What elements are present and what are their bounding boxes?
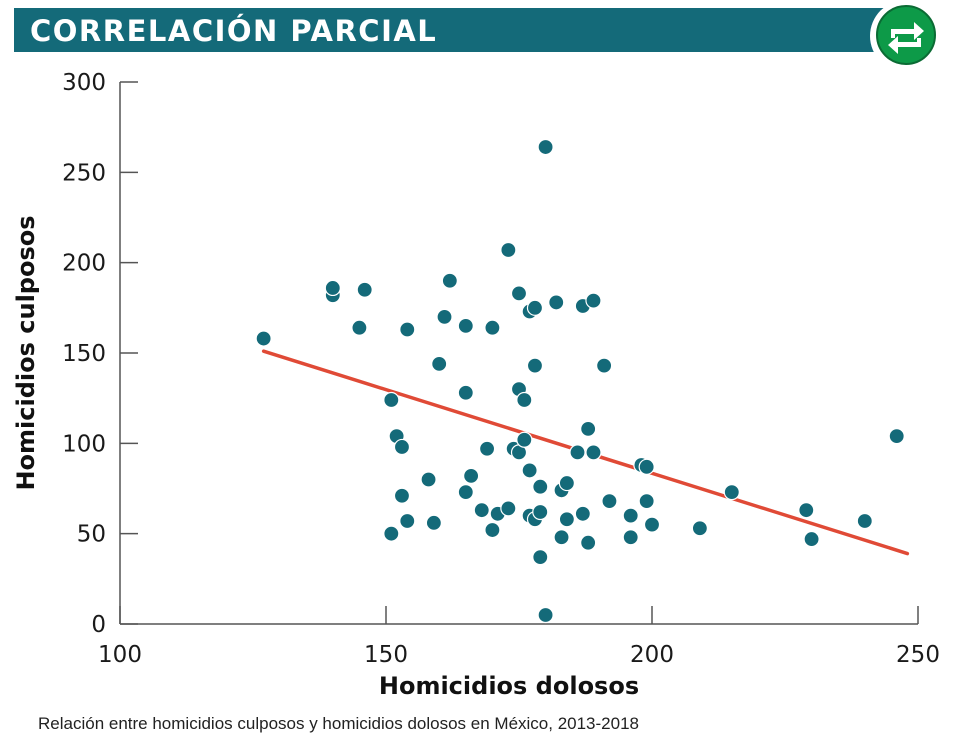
data-point (255, 330, 272, 347)
data-point (622, 507, 639, 524)
chart-caption: Relación entre homicidios culposos y hom… (38, 714, 639, 733)
data-point (585, 444, 602, 461)
data-point (383, 391, 400, 409)
data-point (436, 308, 453, 325)
data-point (484, 521, 501, 539)
data-point (526, 357, 544, 374)
data-point (580, 420, 597, 437)
header-bar: CORRELACIÓN PARCIAL (14, 8, 904, 52)
data-point (516, 431, 533, 448)
data-point (585, 292, 602, 309)
y-tick-label: 200 (62, 251, 106, 277)
data-point (351, 319, 368, 336)
data-point (537, 138, 554, 156)
data-point (510, 285, 528, 302)
y-tick-label: 50 (77, 522, 106, 548)
data-point (356, 281, 373, 298)
data-point (888, 428, 905, 445)
x-tick-label: 150 (364, 642, 408, 668)
data-point (856, 512, 873, 530)
data-point (425, 514, 442, 531)
y-tick-label: 250 (62, 160, 106, 186)
y-tick-label: 300 (62, 70, 106, 96)
data-point (558, 474, 575, 492)
data-point (558, 511, 575, 528)
chart-header-title: CORRELACIÓN PARCIAL (30, 14, 438, 48)
data-point (691, 520, 708, 537)
data-point (383, 525, 400, 542)
data-point (532, 503, 549, 521)
data-point (526, 299, 544, 316)
data-point (532, 478, 549, 495)
data-point (457, 484, 474, 501)
data-point (596, 357, 613, 374)
y-tick-label: 0 (91, 612, 106, 638)
data-point (441, 272, 458, 289)
points-group (255, 138, 905, 624)
data-point (622, 529, 639, 546)
data-point (478, 440, 496, 457)
data-point (431, 355, 448, 372)
x-tick-label: 200 (630, 642, 674, 668)
x-axis-title: Homicidios dolosos (379, 672, 639, 700)
data-point (457, 384, 474, 401)
data-point (569, 444, 586, 461)
data-point (420, 471, 437, 488)
chart-axes (119, 81, 919, 625)
data-point (399, 321, 416, 338)
y-axis-title: Homicidios culposos (12, 215, 40, 490)
data-point (638, 458, 655, 475)
data-point (537, 606, 554, 624)
data-point (580, 534, 597, 551)
data-point (723, 484, 740, 501)
data-point (521, 462, 538, 479)
data-point (803, 530, 820, 548)
data-point (484, 319, 501, 336)
data-point (393, 438, 411, 456)
data-point (516, 391, 533, 409)
data-point (324, 279, 341, 297)
y-tick-label: 100 (62, 431, 106, 457)
tick-labels-group: 0 50 100 150 200 250 300 100 150 200 250 (62, 70, 940, 668)
swap-icon-container[interactable] (870, 0, 942, 72)
data-point (548, 294, 565, 311)
data-point (532, 549, 549, 566)
data-point (463, 467, 480, 484)
data-point (393, 487, 411, 504)
data-point (399, 512, 416, 530)
data-point (500, 500, 517, 517)
swap-arrows-icon[interactable] (876, 5, 936, 65)
data-point (643, 516, 661, 533)
data-point (798, 502, 815, 519)
data-point (457, 317, 474, 334)
data-point (500, 241, 517, 259)
x-tick-label: 250 (896, 642, 940, 668)
data-point (473, 502, 490, 519)
y-tick-label: 150 (62, 341, 106, 367)
x-tick-label: 100 (98, 642, 142, 668)
data-point (553, 529, 570, 546)
data-point (601, 493, 618, 510)
data-point (574, 505, 591, 522)
data-point (638, 493, 655, 510)
